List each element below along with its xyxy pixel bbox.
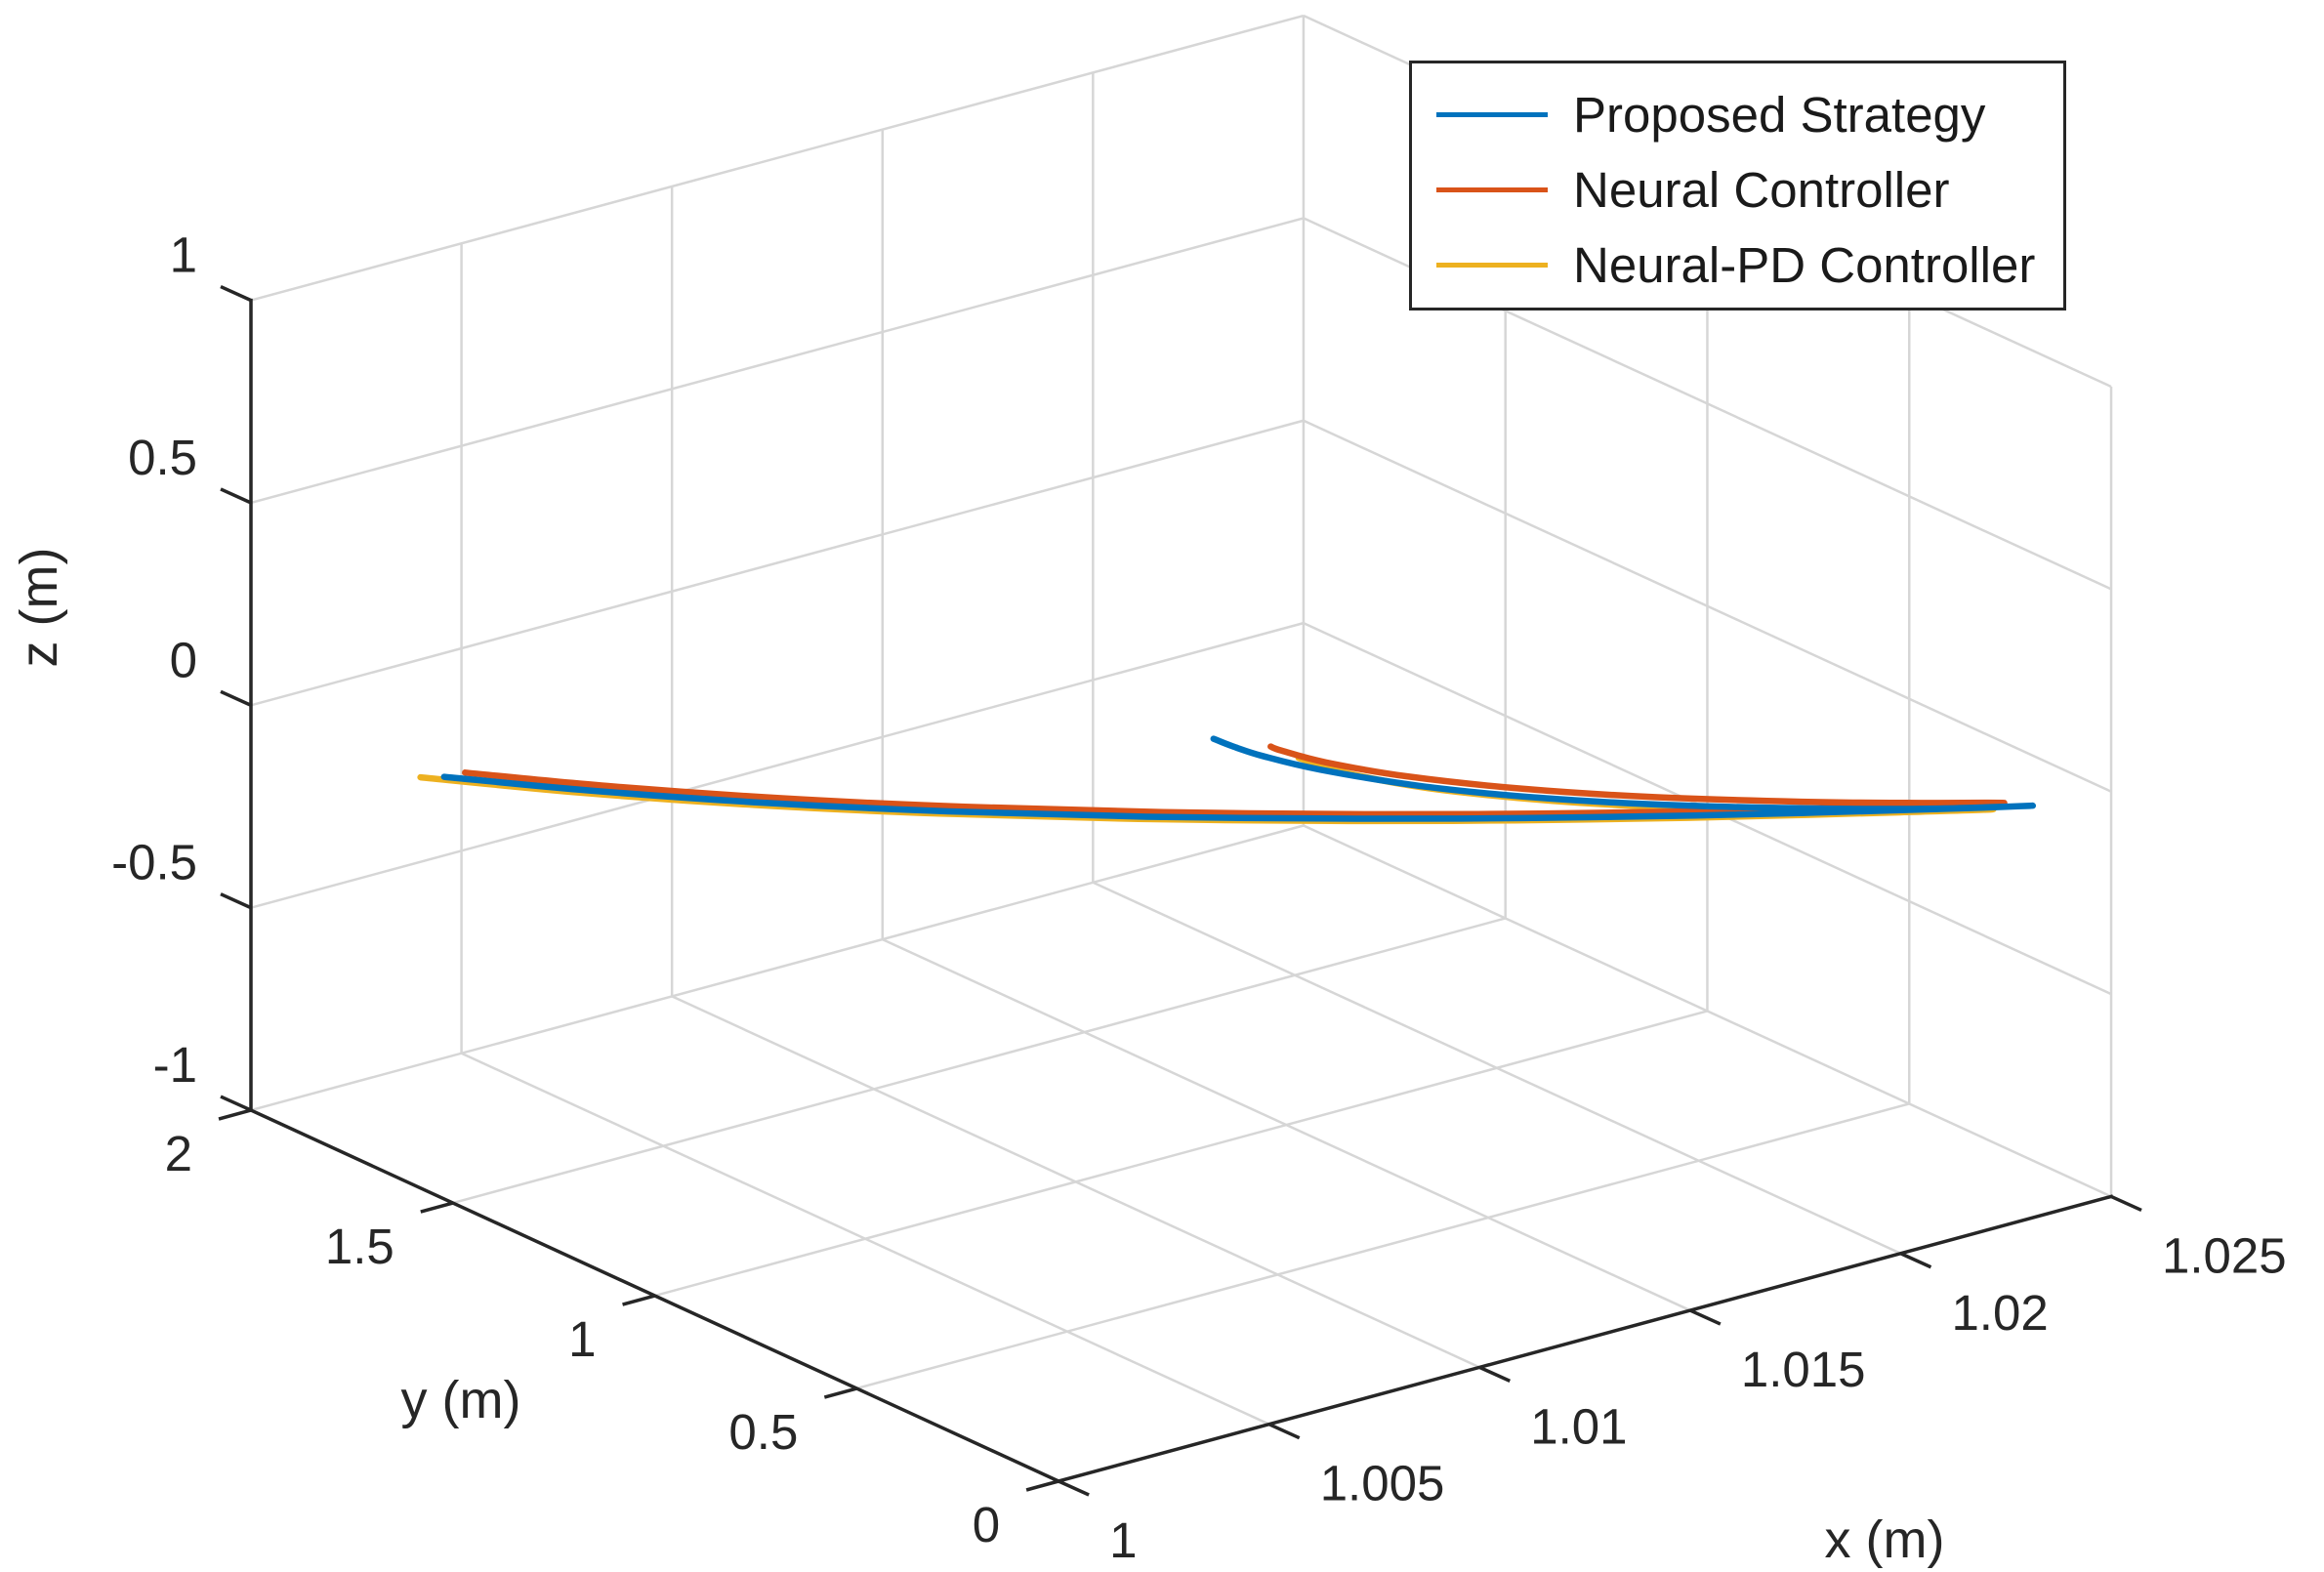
legend-label: Proposed Strategy <box>1573 87 1986 143</box>
y-tick-label: 0 <box>973 1497 1000 1552</box>
plot-generated-content: 1 1.005 1.01 1.015 1.02 1.025 0 0.5 1 1.5 2 -1 -0.5 0… <box>111 14 2287 1568</box>
legend-line-swatch-orange <box>1436 187 1548 192</box>
y-tick-label: 2 <box>165 1126 192 1181</box>
data-curves <box>417 735 2036 825</box>
legend-label: Neural Controller <box>1573 162 1950 218</box>
z-tick-label: 0.5 <box>128 430 197 485</box>
x-tick-label: 1.015 <box>1741 1342 1866 1397</box>
z-tick-label: -0.5 <box>111 835 197 890</box>
x-tick-label: 1.01 <box>1530 1398 1627 1454</box>
legend-label: Neural-PD Controller <box>1573 237 2036 293</box>
tick-marks <box>218 284 2142 1497</box>
curve-proposed-strategy <box>440 735 2036 822</box>
z-tick-label: 1 <box>170 228 197 283</box>
x-axis-label: x (m) <box>1825 1510 1945 1569</box>
y-axis-label: y (m) <box>401 1371 521 1429</box>
y-tick-label: 0.5 <box>728 1404 798 1460</box>
x-tick-label: 1.005 <box>1320 1456 1445 1511</box>
x-tick-label: 1 <box>1109 1512 1137 1568</box>
legend-line-swatch-yellow <box>1436 263 1548 268</box>
axis-lines <box>248 298 2114 1484</box>
z-tick-label: 0 <box>170 632 197 687</box>
y-tick-label: 1.5 <box>325 1219 394 1274</box>
legend-item-neural-controller[interactable]: Neural Controller <box>1412 152 2063 228</box>
legend[interactable]: Proposed Strategy Neural Controller Neur… <box>1409 61 2066 310</box>
legend-line-swatch-blue <box>1436 112 1548 117</box>
y-tick-label: 1 <box>568 1311 596 1367</box>
legend-item-neural-pd-controller[interactable]: Neural-PD Controller <box>1412 228 2063 303</box>
tick-labels: 1 1.005 1.01 1.015 1.02 1.025 0 0.5 1 1.5 2 -1 -0.5 0… <box>111 228 2287 1568</box>
x-tick-label: 1.025 <box>2162 1227 2287 1283</box>
x-tick-label: 1.02 <box>1951 1285 2048 1341</box>
z-tick-label: -1 <box>153 1037 197 1093</box>
z-axis-label: z (m) <box>10 548 68 668</box>
legend-item-proposed-strategy[interactable]: Proposed Strategy <box>1412 77 2063 152</box>
